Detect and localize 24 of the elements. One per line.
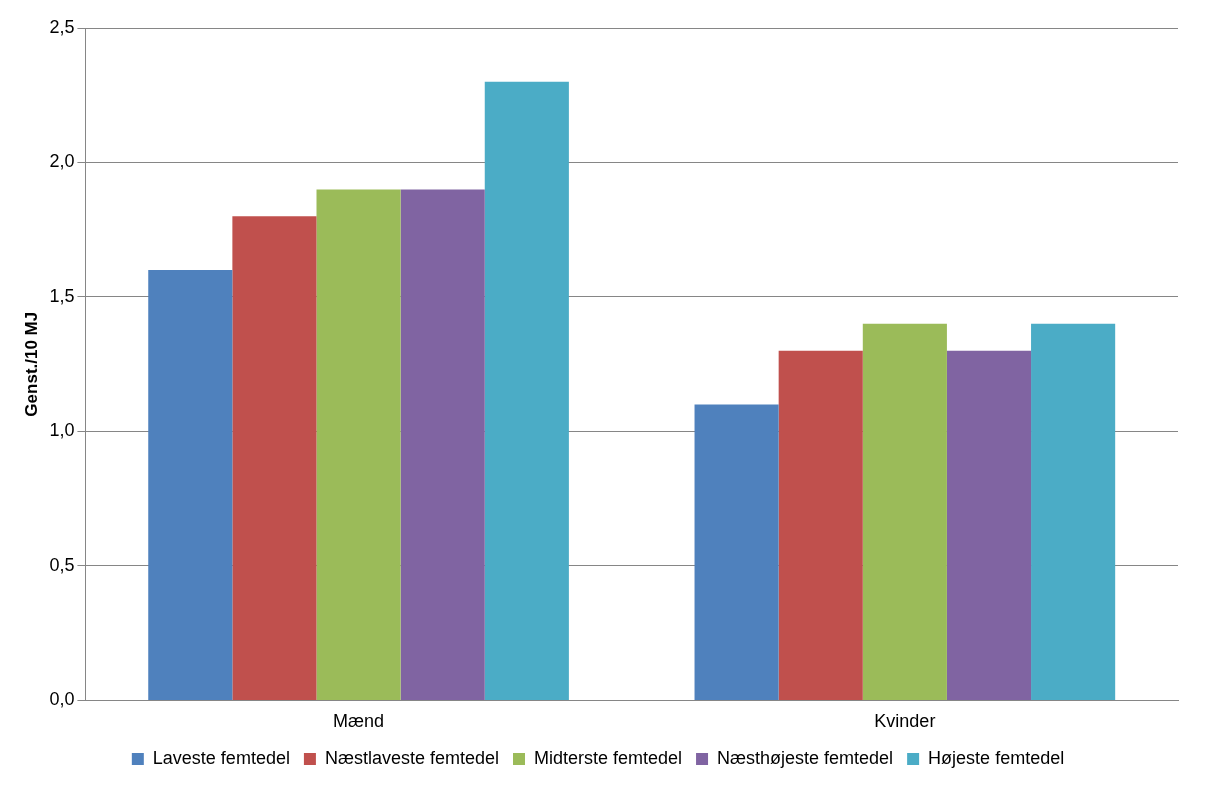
legend-label: Laveste femtedel	[152, 747, 290, 768]
y-tick-label: 0,5	[49, 554, 75, 575]
y-tick-label: 2,0	[49, 151, 75, 172]
bar	[946, 350, 1032, 700]
bar	[778, 350, 863, 700]
bar	[316, 189, 401, 700]
x-tick-label: Mænd	[333, 711, 385, 732]
bar	[1031, 323, 1116, 700]
y-tick-label: 2,5	[49, 16, 75, 37]
legend-label: Højeste femtedel	[928, 747, 1065, 768]
legend-label: Næstlaveste femtedel	[324, 747, 499, 768]
bar	[148, 270, 233, 700]
y-tick-label: 1,5	[49, 285, 75, 306]
y-axis-title: Genst./10 MJ	[21, 311, 41, 417]
legend-label: Næsthøjeste femtedel	[717, 747, 894, 768]
y-tick-label: 0,0	[49, 689, 75, 710]
x-tick-label: Kvinder	[874, 711, 936, 732]
bar	[484, 81, 569, 700]
bar	[694, 404, 779, 700]
bar	[400, 189, 485, 700]
y-tick-label: 1,0	[49, 420, 75, 441]
bar	[862, 323, 947, 700]
bar	[232, 216, 317, 700]
legend-label: Midterste femtedel	[533, 747, 683, 768]
